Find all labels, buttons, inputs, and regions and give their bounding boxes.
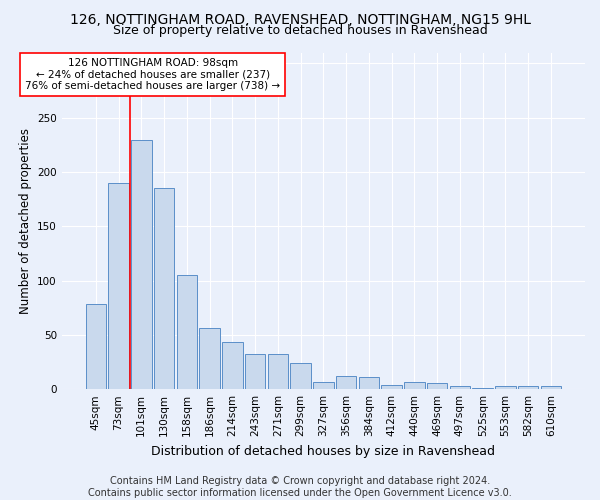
- Bar: [541, 386, 561, 389]
- Bar: [472, 388, 493, 389]
- Text: 126 NOTTINGHAM ROAD: 98sqm
← 24% of detached houses are smaller (237)
76% of sem: 126 NOTTINGHAM ROAD: 98sqm ← 24% of deta…: [25, 58, 280, 91]
- Bar: [268, 354, 288, 389]
- Bar: [290, 363, 311, 389]
- Bar: [222, 342, 242, 389]
- Bar: [336, 376, 356, 389]
- Bar: [427, 382, 448, 389]
- Bar: [199, 328, 220, 389]
- Y-axis label: Number of detached properties: Number of detached properties: [19, 128, 32, 314]
- Bar: [404, 382, 425, 389]
- Text: Contains HM Land Registry data © Crown copyright and database right 2024.
Contai: Contains HM Land Registry data © Crown c…: [88, 476, 512, 498]
- Bar: [176, 275, 197, 389]
- Bar: [109, 183, 129, 389]
- Bar: [313, 382, 334, 389]
- Text: Size of property relative to detached houses in Ravenshead: Size of property relative to detached ho…: [113, 24, 487, 37]
- Bar: [518, 386, 538, 389]
- Text: 126, NOTTINGHAM ROAD, RAVENSHEAD, NOTTINGHAM, NG15 9HL: 126, NOTTINGHAM ROAD, RAVENSHEAD, NOTTIN…: [70, 12, 530, 26]
- Bar: [495, 386, 515, 389]
- Bar: [382, 385, 402, 389]
- Bar: [245, 354, 265, 389]
- Bar: [131, 140, 152, 389]
- X-axis label: Distribution of detached houses by size in Ravenshead: Distribution of detached houses by size …: [151, 444, 496, 458]
- Bar: [154, 188, 175, 389]
- Bar: [86, 304, 106, 389]
- Bar: [449, 386, 470, 389]
- Bar: [359, 377, 379, 389]
